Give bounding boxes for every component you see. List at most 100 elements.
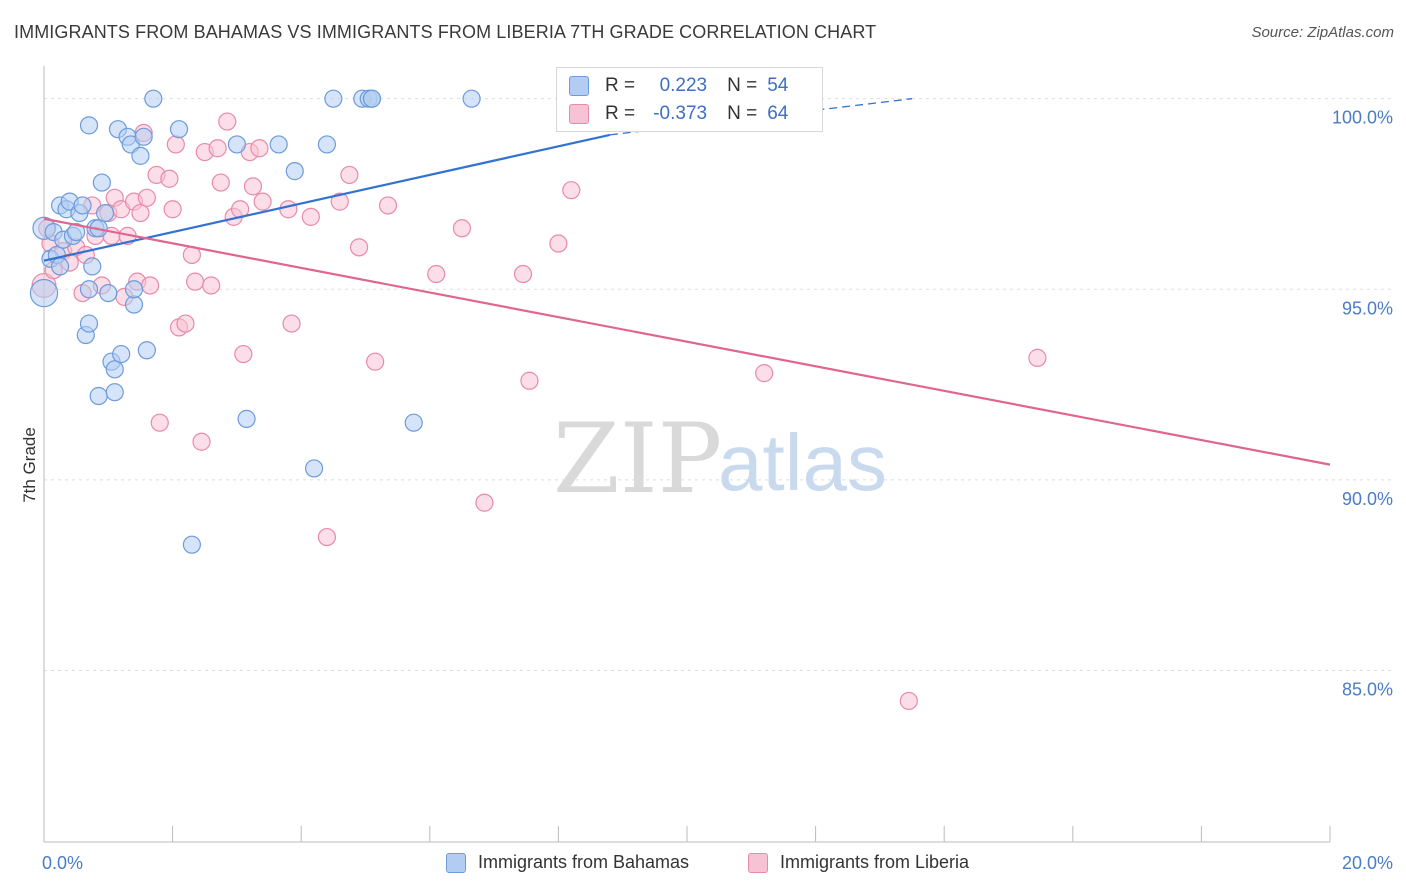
liberia-point [282, 314, 301, 333]
liberia-point [475, 493, 494, 512]
legend-row-liberia: R = -0.373 N = 64 [569, 101, 788, 127]
bahamas-point [50, 257, 70, 276]
legend-swatch-bahamas [569, 76, 589, 96]
series-swatch-liberia [748, 852, 768, 873]
bahamas-point [89, 386, 108, 406]
x-tick-label-max: 20.0% [1342, 853, 1393, 873]
legend-r-value: -0.373 [653, 103, 708, 124]
bahamas-point [144, 89, 163, 108]
series-legend-liberia: Immigrants from Liberia [748, 852, 969, 873]
watermark-zip: ZIP [553, 403, 722, 515]
bahamas-point [324, 89, 343, 108]
bahamas-point [92, 173, 111, 192]
liberia-points [31, 89, 1047, 711]
bahamas-point [462, 89, 481, 108]
legend-r-label: R = [605, 75, 636, 96]
liberia-point [160, 169, 179, 188]
bahamas-point [227, 135, 246, 154]
y-tick-label: 100.0% [1332, 108, 1393, 128]
liberia-point [317, 527, 337, 547]
bahamas-point [67, 222, 86, 242]
legend-n-value: 64 [767, 103, 789, 124]
bahamas-point [105, 360, 124, 379]
legend-r-value: 0.223 [659, 75, 708, 96]
bahamas-point [237, 409, 256, 428]
liberia-point [131, 203, 150, 223]
legend-row-bahamas: R = 0.223 N = 54 [569, 73, 788, 99]
liberia-point [366, 352, 385, 371]
bahamas-point [169, 120, 189, 139]
x-tick-label-min: 0.0% [42, 853, 83, 873]
legend-n-value: 54 [767, 75, 789, 96]
liberia-point [1028, 348, 1047, 367]
trend-lines [43, 98, 1331, 466]
bahamas-point [73, 196, 92, 215]
bahamas-point [285, 162, 304, 181]
bahamas-point [182, 535, 201, 554]
liberia-point [301, 207, 320, 226]
bahamas-point [131, 146, 150, 165]
y-tick-label: 90.0% [1342, 489, 1393, 509]
legend-n-label: N = [727, 103, 758, 124]
liberia-point [899, 691, 918, 711]
bahamas-point [79, 314, 99, 333]
liberia-point [163, 200, 182, 219]
liberia-point [140, 276, 160, 295]
liberia-point [250, 139, 269, 158]
bahamas-points [29, 89, 619, 554]
bahamas-point [317, 135, 337, 154]
bahamas-point [269, 135, 288, 154]
liberia-point [211, 173, 230, 192]
liberia-point [137, 188, 156, 207]
liberia-point [427, 264, 446, 284]
series-swatch-bahamas [446, 852, 466, 873]
grid-lines [44, 98, 1395, 671]
legend-swatch-liberia [569, 104, 589, 124]
liberia-point [279, 200, 298, 219]
liberia-point [243, 177, 263, 196]
liberia-point [202, 276, 221, 295]
bahamas-point [137, 341, 156, 360]
watermark-atlas: atlas [718, 418, 887, 507]
bahamas-point [105, 383, 124, 402]
liberia-point [513, 264, 533, 284]
liberia-point [186, 272, 205, 291]
bahamas-trend-extension [609, 98, 913, 136]
liberia-point [340, 165, 359, 185]
bahamas-point [99, 283, 118, 303]
liberia-point [349, 238, 369, 257]
bahamas-point [83, 257, 102, 276]
liberia-point [330, 192, 349, 211]
legend-r-label: R = [605, 103, 636, 124]
y-axis-label: 7th Grade [20, 427, 39, 503]
bahamas-point [304, 459, 324, 478]
bahamas-point [95, 203, 115, 223]
liberia-point [218, 112, 237, 131]
liberia-point [253, 192, 272, 211]
bahamas-point [404, 413, 423, 432]
bahamas-point [124, 280, 144, 299]
liberia-point [520, 371, 539, 390]
series-legend-bahamas: Immigrants from Bahamas [446, 852, 689, 873]
watermark: ZIP atlas [553, 403, 887, 515]
liberia-point [176, 314, 195, 333]
liberia-point [208, 139, 227, 158]
liberia-point [234, 344, 253, 364]
bahamas-point [29, 278, 59, 308]
bahamas-point [124, 295, 144, 314]
bahamas-point [112, 344, 131, 364]
source-credit: Source: ZipAtlas.com [1251, 24, 1394, 41]
series-label-bahamas: Immigrants from Bahamas [478, 852, 690, 872]
liberia-point [549, 234, 568, 253]
series-label-liberia: Immigrants from Liberia [780, 852, 970, 872]
legend-n-label: N = [727, 75, 758, 96]
liberia-point [755, 364, 774, 383]
liberia-point [150, 413, 169, 432]
liberia-point [192, 432, 211, 451]
liberia-point [562, 181, 581, 200]
x-tick-labels: 0.0% 20.0% [42, 853, 1393, 873]
liberia-trend-line [43, 217, 1331, 466]
liberia-point [452, 219, 472, 238]
liberia-point [378, 196, 398, 215]
